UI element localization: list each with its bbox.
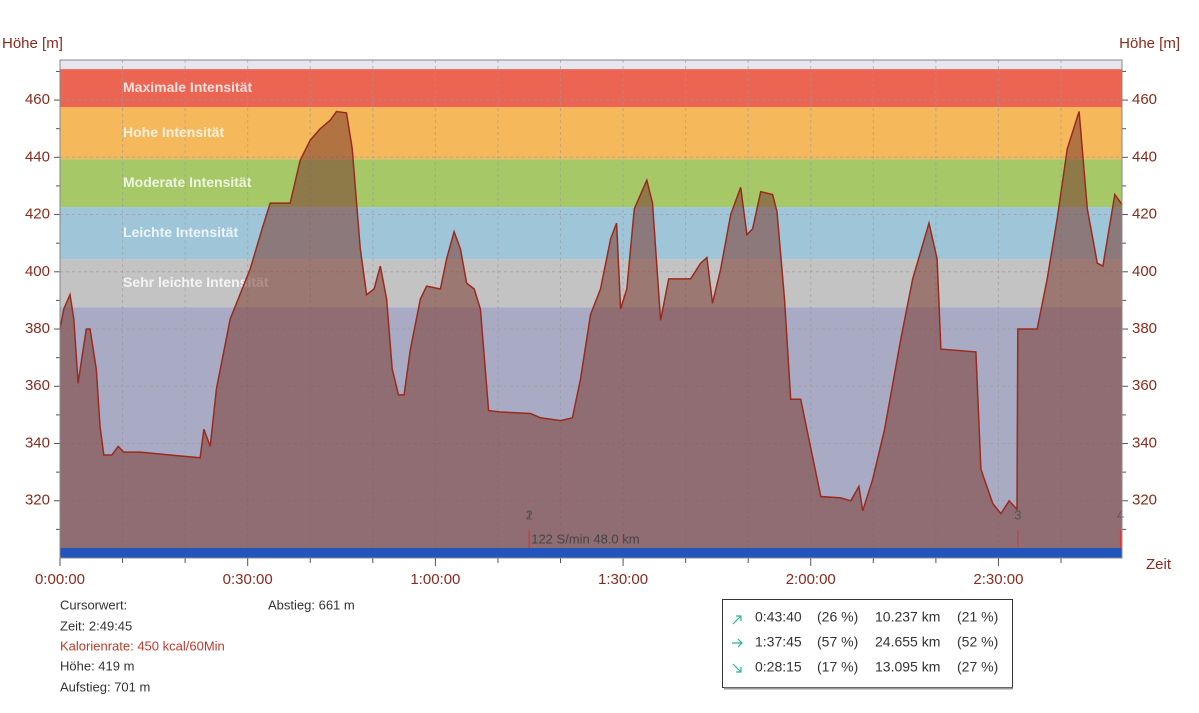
- x-tick-label: 2:30:00: [973, 571, 1023, 588]
- y-tick-label-right: 320: [1132, 492, 1157, 509]
- marker-label: 1: [526, 507, 533, 522]
- stats-cell: 1:37:45: [755, 634, 802, 650]
- info-calories: Kalorienrate: 450 kcal/60Min: [60, 638, 225, 653]
- y-tick-label-right: 380: [1132, 320, 1157, 337]
- zone-label: Hohe Intensität: [123, 124, 224, 140]
- x-tick-label: 1:30:00: [598, 571, 648, 588]
- x-tick-label: 0:00:00: [35, 571, 85, 588]
- info-time: Zeit: 2:49:45: [60, 618, 132, 633]
- bottom-bar: [60, 548, 1122, 558]
- info-descent: Abstieg: 661 m: [268, 597, 355, 612]
- x-tick-label: 2:00:00: [786, 571, 836, 588]
- stats-cell: (57 %): [817, 634, 858, 650]
- marker-label: 4: [1117, 507, 1124, 522]
- y-tick-label-right: 340: [1132, 434, 1157, 451]
- elevation-area: [60, 111, 1122, 548]
- x-tick-label: 1:00:00: [410, 571, 460, 588]
- zone-label: Maximale Intensität: [123, 79, 252, 95]
- marker-label: 3: [1014, 507, 1021, 522]
- x-axis-label: Zeit: [1146, 556, 1172, 573]
- zone-label: Leichte Intensität: [123, 224, 238, 240]
- stats-cell: (26 %): [817, 609, 858, 625]
- y-tick-label-right: 420: [1132, 206, 1157, 223]
- y-tick-label: 360: [25, 377, 50, 394]
- y-tick-label: 440: [25, 148, 50, 165]
- plot-frame: [59, 59, 1123, 559]
- y-tick-label: 460: [25, 91, 50, 108]
- y-tick-label-right: 400: [1132, 263, 1157, 280]
- info-height: Höhe: 419 m: [60, 658, 134, 673]
- stats-cell: (27 %): [957, 659, 998, 675]
- stats-cell: (21 %): [957, 609, 998, 625]
- stats-icons: [732, 615, 743, 673]
- stats-cell: 24.655 km: [875, 634, 940, 650]
- y-tick-label: 400: [25, 263, 50, 280]
- elevation-line: [59, 110, 1123, 515]
- stats-cell: (17 %): [817, 659, 858, 675]
- y-tick-label-right: 460: [1132, 91, 1157, 108]
- info-ascent: Aufstieg: 701 m: [60, 679, 150, 694]
- y-axis-label-left: Höhe [m]: [2, 35, 63, 52]
- stats-box: [722, 599, 1013, 688]
- intensity-zone: [60, 69, 1122, 108]
- intensity-zone: [60, 207, 1122, 260]
- x-tick-label: 0:30:00: [223, 571, 273, 588]
- stats-cell: 10.237 km: [875, 609, 940, 625]
- stats-cell: 0:43:40: [755, 609, 802, 625]
- y-tick-label-right: 360: [1132, 377, 1157, 394]
- y-tick-label: 320: [25, 492, 50, 509]
- marker-info: 122 S/min 48.0 km: [531, 531, 639, 546]
- stats-cell: (52 %): [957, 634, 998, 650]
- zone-label: Moderate Intensität: [123, 174, 252, 190]
- stats-cell: 0:28:15: [755, 659, 802, 675]
- y-tick-label-right: 440: [1132, 148, 1157, 165]
- intensity-zone: [60, 159, 1122, 208]
- intensity-zone: [60, 107, 1122, 160]
- intensity-zone: [60, 259, 1122, 308]
- y-tick-label: 340: [25, 434, 50, 451]
- y-tick-label: 420: [25, 206, 50, 223]
- marker-label: 2: [526, 507, 533, 522]
- stats-cell: 13.095 km: [875, 659, 940, 675]
- y-tick-label: 380: [25, 320, 50, 337]
- y-axis-label-right: Höhe [m]: [1119, 35, 1180, 52]
- zone-label: Sehr leichte Intensität: [123, 274, 269, 290]
- info-cursor: Cursorwert:: [60, 597, 127, 612]
